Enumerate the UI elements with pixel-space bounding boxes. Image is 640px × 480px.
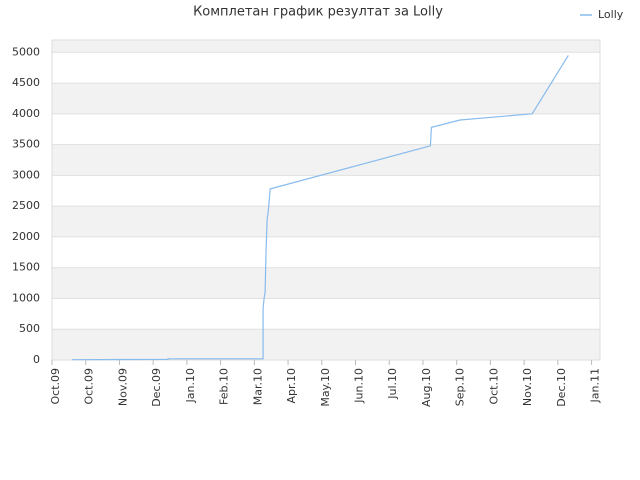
grid-band	[52, 236, 600, 268]
grid-band	[52, 206, 600, 237]
x-tick-label: Aug.10	[420, 368, 433, 407]
x-tick-label: Dec.10	[555, 368, 568, 407]
grid-band	[52, 329, 600, 360]
x-tick-label: Nov.09	[116, 368, 129, 406]
x-tick-label: May.10	[319, 368, 332, 407]
plot-frame	[51, 39, 601, 361]
grid-band	[52, 175, 600, 207]
y-tick-label: 500	[19, 322, 40, 335]
chart-title: Комплетан график резултат за Lolly	[193, 5, 443, 20]
x-tick-label: Feb.10	[218, 368, 231, 405]
y-tick-label: 5000	[12, 45, 40, 58]
y-tick-label: 2000	[12, 230, 40, 243]
grid-band	[52, 83, 600, 114]
grid-band	[52, 298, 600, 330]
x-tick-label: Oct.10	[487, 368, 500, 405]
grid-band	[52, 144, 600, 176]
grid-band	[52, 113, 600, 145]
y-tick-label: 4000	[12, 107, 40, 120]
grid-band	[52, 52, 600, 84]
y-tick-label: 1500	[12, 261, 40, 274]
y-tick-label: 1000	[12, 291, 40, 304]
legend-label: Lolly	[598, 8, 624, 21]
y-tick-label: 4500	[12, 76, 40, 89]
x-tick-label: Sep.10	[454, 368, 467, 406]
x-tick-label: Jan.10	[184, 368, 197, 403]
x-tick-label: Nov.10	[521, 368, 534, 406]
y-tick-label: 0	[33, 353, 40, 366]
series-line	[71, 55, 569, 361]
x-tick-label: Jun.10	[353, 368, 366, 404]
grid-band	[52, 40, 600, 53]
y-tick-label: 2500	[12, 199, 40, 212]
x-tick-label: Apr.10	[285, 368, 298, 404]
x-tick-label: Oct.09	[49, 368, 62, 405]
x-tick-label: Dec.09	[150, 368, 163, 407]
x-tick-label: Mar.10	[251, 368, 264, 405]
y-tick-label: 3000	[12, 168, 40, 181]
grid-band	[52, 267, 600, 299]
x-tick-label: Oct.09	[83, 368, 96, 405]
y-tick-label: 3500	[12, 138, 40, 151]
x-tick-label: Jul.10	[386, 368, 399, 400]
x-tick-label: Jan.11	[589, 368, 602, 403]
